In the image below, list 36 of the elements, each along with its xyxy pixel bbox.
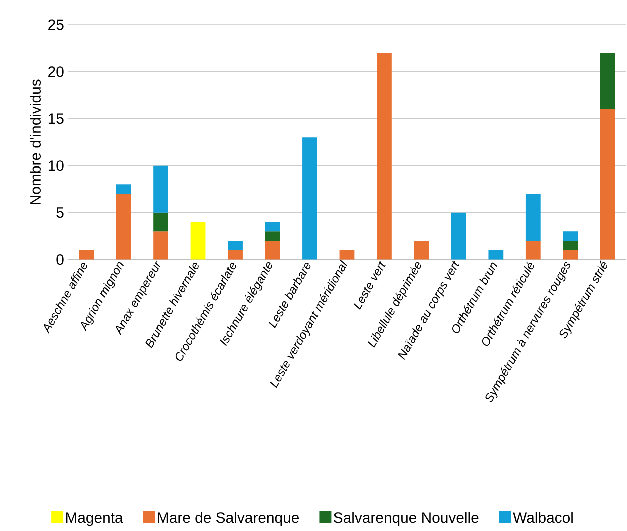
bar [563, 250, 578, 260]
bar [488, 250, 504, 260]
bar [228, 250, 243, 260]
bar [563, 232, 578, 242]
legend-label: Mare de Salvarenque [158, 512, 300, 526]
bar [190, 222, 206, 260]
legend-label: Walbacol [513, 512, 573, 524]
bar [414, 241, 430, 260]
y-tick-label: 15 [48, 114, 64, 124]
bar [600, 110, 616, 260]
bar [116, 184, 132, 194]
bar [265, 222, 280, 232]
bar [116, 194, 132, 260]
bar [377, 53, 392, 260]
bar [302, 138, 318, 260]
bar [265, 232, 280, 242]
bar [154, 166, 168, 214]
legend-label: Magenta [66, 512, 124, 526]
y-tick-label: 25 [48, 20, 64, 30]
y-tick-label: 10 [48, 160, 64, 172]
bar [526, 194, 541, 242]
legend-label: Salvarenque Nouvelle [334, 512, 479, 526]
bar [526, 241, 541, 260]
y-axis-title: Nombre d'individus [30, 80, 41, 205]
y-tick-label: 5 [56, 208, 64, 218]
bar [228, 241, 243, 251]
y-tick-label: 0 [56, 254, 64, 266]
y-tick-label: 20 [48, 66, 64, 78]
bar [451, 213, 466, 260]
bar [600, 53, 616, 110]
bar [154, 213, 168, 232]
bar [340, 250, 355, 260]
bar [154, 232, 168, 260]
bar [79, 250, 94, 260]
bar [265, 241, 280, 260]
bar [563, 241, 578, 251]
